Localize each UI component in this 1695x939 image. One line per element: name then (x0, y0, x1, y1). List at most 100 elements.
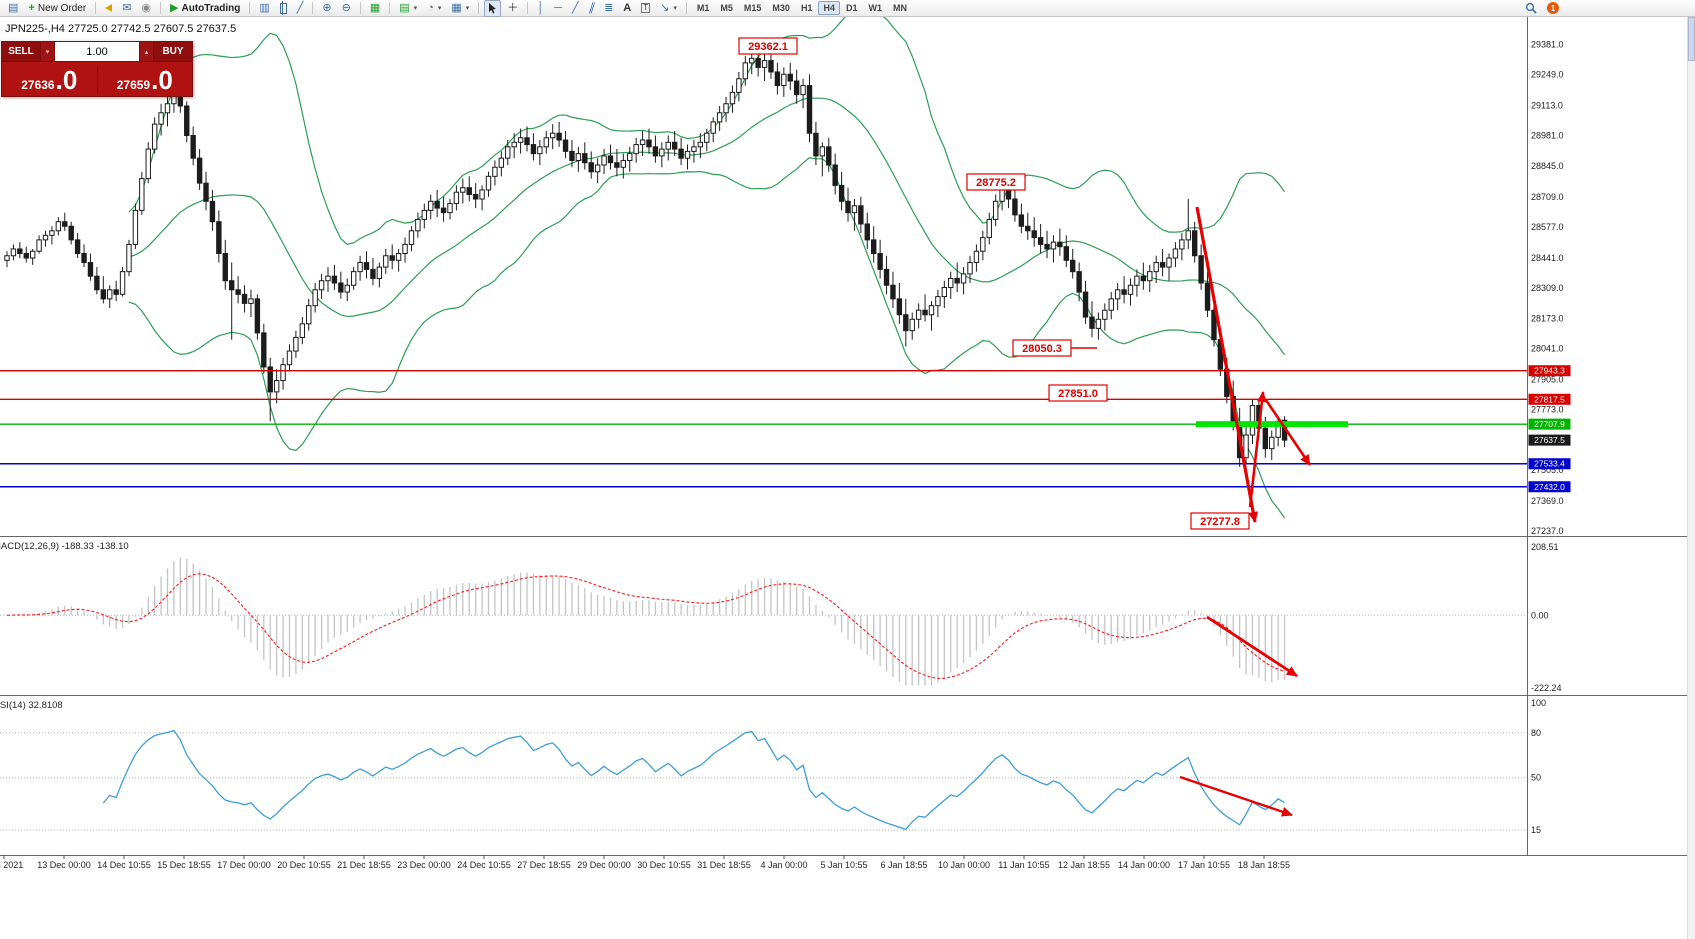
buy-button[interactable]: 27659 .0 (98, 67, 193, 93)
tile-windows-button[interactable]: ▦ (366, 0, 384, 17)
trend-arrow[interactable] (1206, 615, 1298, 678)
trend-arrow[interactable] (1195, 206, 1259, 523)
vertical-scrollbar[interactable] (1687, 17, 1695, 939)
lot-size-input[interactable] (55, 42, 139, 61)
buy-tab[interactable]: BUY (162, 46, 184, 57)
price-tag (1528, 418, 1571, 430)
timeframe-button-W1[interactable]: W1 (868, 3, 882, 13)
price-tag (1528, 481, 1571, 493)
time-axis-label: 23 Dec 00:00 (397, 860, 451, 870)
notifications-badge[interactable]: 1 (1547, 2, 1559, 14)
trend-arrow[interactable] (1248, 391, 1267, 508)
line-chart-icon: ╱ (296, 1, 304, 14)
sell-tab[interactable]: SELL (8, 46, 34, 57)
fibonacci-button[interactable]: ≣ (600, 0, 617, 17)
scrollbar-thumb[interactable] (1688, 17, 1695, 61)
text-button[interactable]: A (619, 0, 635, 17)
bar-chart-button[interactable]: ▥ (255, 0, 273, 17)
price-annotation[interactable] (738, 37, 798, 55)
crosshair-button[interactable]: ＋ (503, 0, 522, 17)
sell-price: 27636 (21, 77, 55, 92)
timeframe-group: M1 M5 M15 M30 H1 H4 D1 W1 MN (692, 1, 912, 15)
text-label-button[interactable]: T (637, 0, 654, 17)
time-scale[interactable] (0, 855, 1527, 873)
price-annotation[interactable] (1048, 384, 1108, 402)
charts-button[interactable]: ▤ (4, 0, 22, 17)
chart-symbol-ohlc: JPN225-,H4 27725.0 27742.5 27607.5 27637… (5, 23, 237, 35)
timeframe-button-MN[interactable]: MN (892, 3, 907, 13)
separator (312, 2, 314, 14)
time-axis-label: 31 Dec 18:55 (697, 860, 751, 870)
candlestick-series (4, 48, 1288, 467)
templates-dropdown[interactable]: ▦ ▾ (447, 0, 473, 17)
price-scale-label: 28577.0 (1531, 222, 1564, 232)
autotrading-play-icon: ▶ (170, 1, 179, 14)
sell-button[interactable]: 27636 .0 (2, 67, 97, 93)
horizontal-line-icon: ─ (554, 1, 562, 14)
time-axis-label: 29 Dec 00:00 (577, 860, 631, 870)
vertical-line-button[interactable]: │ (533, 0, 548, 17)
time-axis-label: Dec 2021 (0, 860, 23, 870)
zoom-out-button[interactable]: ⊖ (338, 0, 355, 17)
toolbar-right-group: 1 (1521, 0, 1559, 17)
zoom-in-button[interactable]: ⊕ (318, 0, 335, 17)
price-scale-label: 27773.0 (1531, 404, 1564, 414)
time-axis-label: 4 Jan 00:00 (760, 860, 807, 870)
candlestick-icon (279, 0, 287, 15)
price-scale-label: 29113.0 (1531, 100, 1563, 110)
candlestick-chart-button[interactable] (276, 0, 291, 17)
sell-price-big-digits: .0 (55, 64, 78, 95)
time-axis-label: 18 Jan 18:55 (1238, 860, 1290, 870)
trend-arrow[interactable] (1264, 399, 1312, 466)
time-axis-label: 13 Dec 00:00 (37, 860, 91, 870)
autotrading-label: AutoTrading (181, 2, 241, 14)
sound-button[interactable] (101, 0, 116, 17)
crosshair-icon: ＋ (507, 1, 519, 14)
cursor-icon (489, 3, 497, 14)
price-scale-label: 27237.0 (1531, 526, 1564, 536)
record-button[interactable]: ◉ (137, 0, 155, 17)
rsi-scale-label: 80 (1531, 728, 1541, 738)
timeframe-button-D1[interactable]: D1 (845, 3, 858, 13)
support-zone-segment[interactable] (1196, 421, 1348, 428)
price-scale-label: 29249.0 (1531, 69, 1564, 79)
mail-button[interactable]: ✉ (118, 0, 135, 17)
cursor-button[interactable] (484, 0, 502, 17)
chart-area[interactable]: 29381.0 29249.0 29113.0 28981.0 28845.0 28709… (0, 17, 1695, 939)
autotrading-button[interactable]: ▶ AutoTrading (166, 0, 244, 17)
channel-button[interactable]: ∥ (585, 0, 599, 17)
price-scale-label: 29381.0 (1531, 40, 1564, 50)
trend-arrow[interactable] (1179, 775, 1293, 817)
sound-icon (105, 4, 113, 12)
price-scale-label: 28173.0 (1531, 314, 1564, 324)
timeframe-button-M15[interactable]: M15 (743, 3, 762, 13)
timeframe-button-M30[interactable]: M30 (772, 3, 790, 13)
lot-increase-button[interactable]: ▴ (139, 42, 154, 61)
timeframe-button-H4[interactable]: H4 (818, 1, 840, 15)
chevron-down-icon: ▾ (465, 5, 470, 12)
time-axis-label: 11 Jan 10:55 (998, 860, 1049, 870)
profiles-dropdown[interactable]: ◔ ▾ (423, 0, 445, 17)
new-chart-dropdown[interactable]: ▤ ▾ (395, 0, 421, 17)
line-chart-button[interactable]: ╱ (293, 0, 308, 17)
trendline-button[interactable]: ╱ (568, 0, 583, 17)
arrows-dropdown[interactable]: ↘ ▾ (656, 0, 681, 17)
separator (359, 2, 361, 14)
timeframe-button-M1[interactable]: M1 (696, 3, 710, 13)
price-scale[interactable] (1528, 17, 1695, 855)
timeframe-button-M5[interactable]: M5 (720, 3, 733, 13)
new-order-label: New Order (37, 2, 87, 14)
tile-windows-icon: ▦ (369, 1, 381, 14)
timeframe-button-H1[interactable]: H1 (800, 3, 813, 13)
search-button[interactable] (1521, 0, 1541, 17)
price-scale-label: 28845.0 (1531, 161, 1564, 171)
horizontal-line-button[interactable]: ─ (550, 0, 566, 17)
main-price-pane (4, 17, 1288, 519)
svg-text:27637.5: 27637.5 (1534, 435, 1565, 445)
new-order-button[interactable]: + New Order (24, 0, 90, 17)
lot-decrease-button[interactable]: ▾ (40, 42, 55, 61)
separator (527, 2, 529, 14)
time-axis-label: 24 Dec 10:55 (457, 860, 511, 870)
price-annotation[interactable] (966, 173, 1026, 191)
separator (389, 2, 391, 14)
